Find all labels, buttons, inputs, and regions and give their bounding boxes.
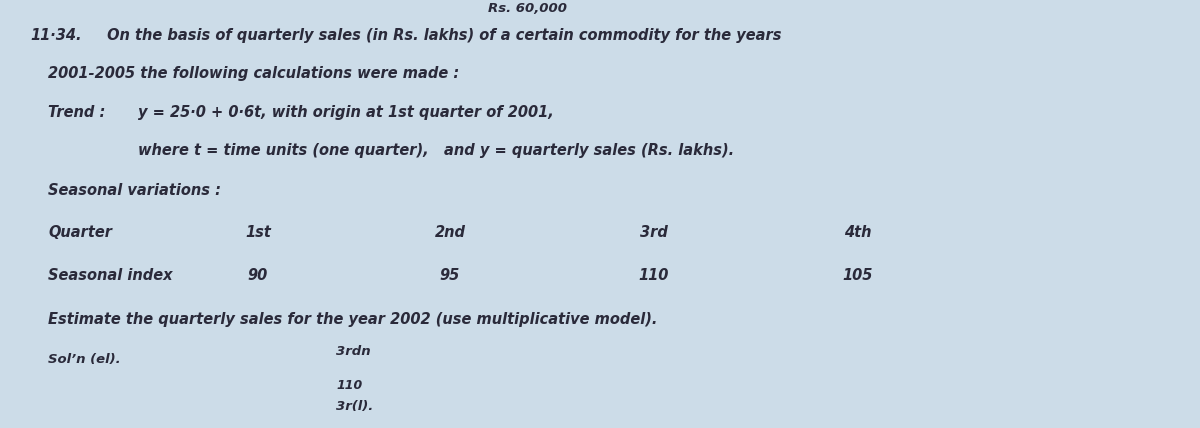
Text: where t = time units (one quarter),   and y = quarterly sales (Rs. lakhs).: where t = time units (one quarter), and … <box>138 143 734 158</box>
Text: Trend :: Trend : <box>48 105 106 120</box>
Text: Seasonal index: Seasonal index <box>48 268 173 282</box>
Text: Seasonal variations :: Seasonal variations : <box>48 183 221 198</box>
Text: 2nd: 2nd <box>434 225 466 240</box>
Text: 1st: 1st <box>245 225 271 240</box>
Text: 3rdn: 3rdn <box>336 345 371 357</box>
Text: 110: 110 <box>336 379 362 392</box>
Text: 3r(l).: 3r(l). <box>336 400 373 413</box>
Text: 3rd: 3rd <box>640 225 668 240</box>
Text: y = 25·0 + 0·6t, with origin at 1st quarter of 2001,: y = 25·0 + 0·6t, with origin at 1st quar… <box>138 105 553 120</box>
Text: 105: 105 <box>842 268 874 282</box>
Text: 4th: 4th <box>845 225 871 240</box>
Text: Rs. 60,000: Rs. 60,000 <box>488 2 568 15</box>
Text: Estimate the quarterly sales for the year 2002 (use multiplicative model).: Estimate the quarterly sales for the yea… <box>48 312 658 327</box>
Text: On the basis of quarterly sales (in Rs. lakhs) of a certain commodity for the ye: On the basis of quarterly sales (in Rs. … <box>102 28 781 43</box>
Text: Sol’n (el).: Sol’n (el). <box>48 353 121 366</box>
Text: 2001-2005 the following calculations were made :: 2001-2005 the following calculations wer… <box>48 66 460 81</box>
Text: 95: 95 <box>440 268 460 282</box>
Text: 110: 110 <box>638 268 670 282</box>
Text: 11·34.: 11·34. <box>30 28 82 43</box>
Text: 90: 90 <box>248 268 268 282</box>
Text: Quarter: Quarter <box>48 225 112 240</box>
